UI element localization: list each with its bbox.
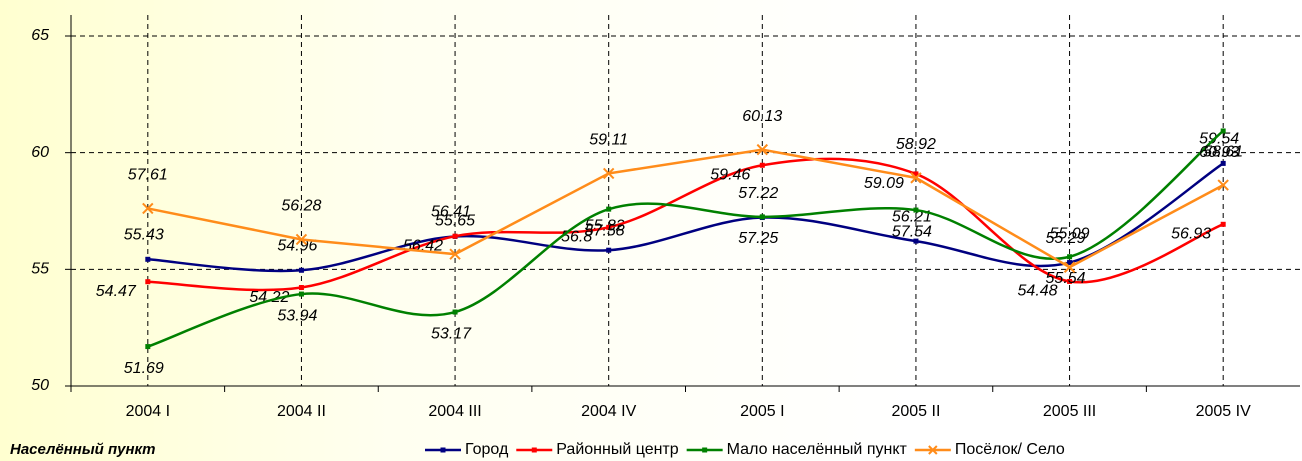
data-label: 59.09 — [864, 175, 904, 192]
marker-x — [1063, 261, 1076, 273]
data-label: 60.13 — [742, 108, 782, 125]
marker — [298, 291, 304, 297]
marker — [602, 167, 615, 180]
data-label: 53.94 — [277, 307, 317, 324]
marker — [452, 309, 458, 315]
x-tick-label: 2005 III — [1043, 403, 1096, 420]
x-tick-label: 2005 IV — [1196, 403, 1251, 420]
y-tick-label: 65 — [31, 27, 49, 44]
data-label: 55.43 — [124, 227, 164, 244]
marker — [295, 233, 308, 246]
data-label: 58.61 — [1203, 143, 1243, 160]
data-label: 58.92 — [896, 136, 936, 153]
x-tick-label: 2004 IV — [581, 403, 636, 420]
legend-item: Посёлок/ Село — [914, 441, 1065, 458]
y-tick-label: 60 — [31, 144, 49, 161]
x-tick-label: 2005 II — [891, 403, 940, 420]
marker-x — [142, 202, 154, 215]
data-label: 57.25 — [738, 230, 778, 247]
data-label: 60.93 — [1199, 144, 1239, 161]
data-label: 55.29 — [1046, 230, 1086, 247]
marker — [606, 247, 612, 253]
series-line — [147, 157, 1224, 292]
marker — [1067, 260, 1073, 266]
data-label: 59.46 — [710, 166, 750, 183]
data-label: 55.09 — [1050, 225, 1090, 242]
marker — [1067, 254, 1073, 260]
data-label: 59.11 — [589, 132, 628, 149]
data-label: 56.28 — [281, 198, 321, 215]
data-label: 54.47 — [96, 283, 137, 300]
data-label: 57.61 — [128, 167, 168, 184]
legend-label: Посёлок/ Село — [955, 441, 1065, 458]
legend-label: Районный центр — [556, 441, 678, 458]
marker — [913, 238, 919, 244]
marker — [145, 256, 151, 262]
marker-x — [1217, 179, 1229, 191]
legend-label: Город — [465, 441, 509, 458]
marker — [1220, 221, 1226, 227]
data-label: 57.22 — [738, 185, 778, 202]
data-label: 55.54 — [1046, 270, 1086, 287]
data-label: 55.65 — [435, 212, 475, 229]
marker-x — [602, 167, 615, 180]
marker — [928, 445, 938, 455]
marker-x — [449, 248, 461, 260]
legend-label: Мало населённый пункт — [727, 441, 908, 458]
data-label: 56.8 — [561, 229, 592, 246]
data-label: 51.69 — [124, 360, 164, 377]
marker — [913, 171, 919, 177]
marker — [145, 344, 151, 350]
data-label: 53.17 — [431, 325, 472, 342]
marker — [1067, 278, 1073, 284]
marker — [1220, 128, 1226, 134]
x-tick-label: 2005 I — [740, 403, 784, 420]
marker-x — [928, 445, 938, 455]
marker — [606, 206, 612, 212]
marker — [452, 233, 458, 239]
data-label: 54.22 — [249, 289, 289, 306]
y-tick-label: 50 — [31, 377, 49, 394]
marker — [910, 172, 922, 184]
x-tick-label: 2004 III — [428, 403, 481, 420]
marker-x — [756, 143, 769, 156]
legend-item: Районный центр — [516, 441, 679, 458]
marker — [913, 207, 919, 213]
data-label: 54.96 — [277, 237, 317, 254]
x-tick-label: 2004 I — [126, 403, 170, 420]
x-tick-label: 2004 II — [277, 403, 326, 420]
marker — [1220, 160, 1226, 166]
legend-item: Мало населённый пункт — [686, 441, 908, 458]
data-label: 54.48 — [1018, 283, 1058, 300]
marker — [606, 224, 612, 230]
marker — [1217, 179, 1229, 191]
data-label: 56.41 — [431, 204, 471, 221]
marker — [759, 162, 765, 168]
data-label: 57.54 — [892, 223, 932, 240]
marker-x — [910, 172, 922, 184]
marker — [1063, 261, 1076, 273]
series-line — [147, 162, 1224, 273]
marker — [449, 248, 461, 260]
marker — [440, 447, 446, 453]
marker — [145, 279, 151, 285]
marker — [702, 447, 708, 453]
data-label: 57.58 — [585, 222, 625, 239]
data-label: 56.93 — [1171, 226, 1211, 243]
legend-title: Населённый пункт — [10, 441, 155, 458]
y-tick-label: 55 — [31, 261, 49, 278]
marker — [531, 447, 537, 453]
marker — [298, 267, 304, 273]
series-line — [147, 148, 1224, 269]
marker — [298, 285, 304, 291]
data-label: 56.21 — [892, 208, 932, 225]
marker — [756, 143, 769, 156]
legend-item: Город — [425, 441, 509, 458]
marker-x — [295, 233, 308, 246]
marker — [142, 202, 154, 215]
marker — [759, 214, 765, 220]
